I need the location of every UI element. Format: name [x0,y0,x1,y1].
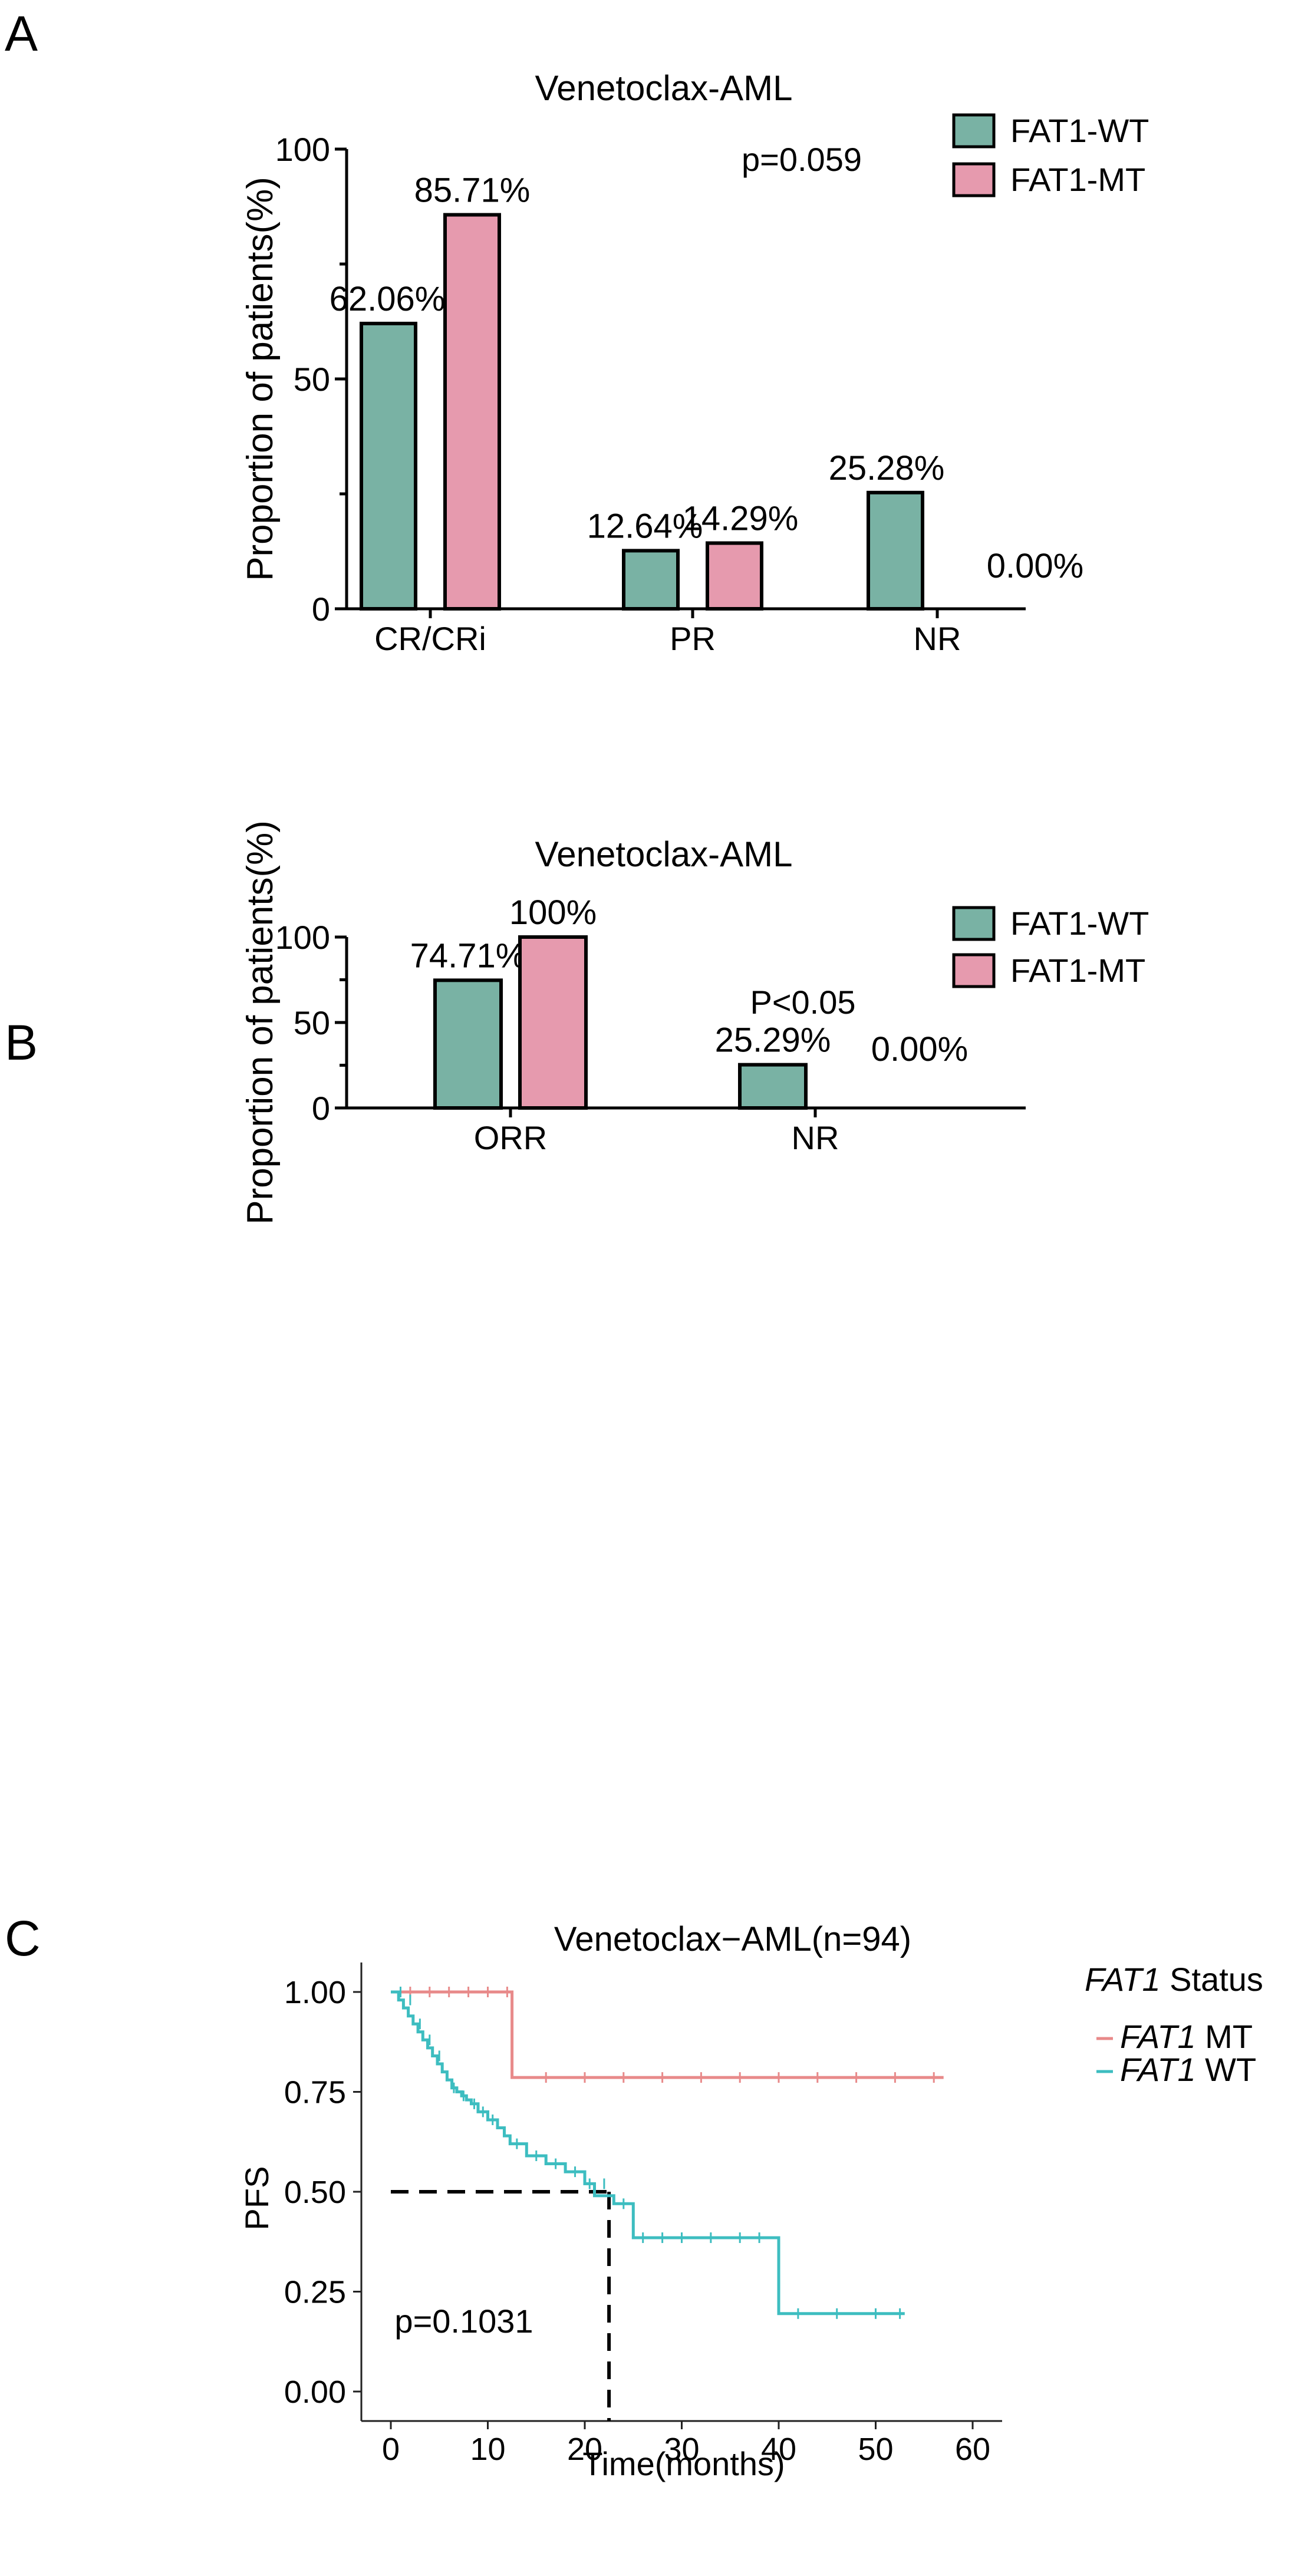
bar-fat1-wt [622,549,680,611]
x-tick-label: 10 [470,2432,505,2467]
y-tick-label: 0.75 [284,2075,346,2110]
x-tick-label: 60 [955,2432,990,2467]
chart-title: Venetoclax-AML [535,835,793,874]
legend-label: FAT1-MT [1010,952,1145,989]
survival-curve-fat1-mt [391,1990,944,2079]
data-label: 14.29% [683,500,799,538]
y-tick-label: 0.00 [284,2374,346,2410]
x-tick-label: 0 [382,2432,400,2467]
bar-fat1-wt [433,978,503,1110]
data-label: 0.00% [987,547,1083,585]
x-axis-label: Time(months) [582,2445,785,2482]
bar-fat1-mt [518,935,588,1110]
x-tick-label: CR/CRi [374,620,486,657]
y-tick-label: 100 [275,919,330,956]
data-label: 74.71% [410,936,526,975]
legend-swatch-fat1-mt [952,162,996,197]
y-tick-label: 0.50 [284,2175,346,2210]
legend-label-rest: MT [1196,2018,1253,2055]
y-tick-label: 1.00 [284,1975,346,2010]
legend-label: FAT1-WT [1010,905,1149,942]
survival-curve-fat1-wt [391,1990,905,2316]
x-tick-label: ORR [474,1119,547,1156]
panel-label-a: A [5,6,38,61]
data-label: 100% [509,893,597,932]
legend-label: FAT1-WT [1010,112,1149,149]
chart-title: Venetoclax-AML [535,68,793,108]
x-tick-label: 30 [664,2432,699,2467]
legend-title: FAT1 Status [1085,1961,1263,1998]
y-tick-label: 100 [275,131,330,168]
x-tick-label: NR [792,1119,839,1156]
legend-label: FAT1-MT [1010,161,1145,198]
p-value-annotation: P<0.05 [750,984,855,1021]
legend-label-italic: FAT1 [1120,2051,1196,2088]
bar-fat1-wt [738,1063,808,1110]
x-tick-label: PR [670,620,716,657]
panel-label-b: B [5,1015,38,1070]
data-label: 85.71% [414,171,531,209]
y-tick-label: 0.25 [284,2275,346,2310]
legend-swatch-fat1-wt [952,906,996,941]
data-label: 25.28% [829,449,945,487]
panel-label-c: C [5,1911,41,1966]
bar-fat1-mt [443,213,501,611]
y-tick-label: 0 [312,591,330,628]
bar-fat1-mt [706,541,763,611]
legend-swatch-fat1-mt [952,953,996,988]
p-value-annotation: p=0.1031 [394,2303,533,2340]
y-tick-label: 0 [312,1090,330,1127]
legend-swatch-fat1-wt [952,113,996,149]
legend-title-italic: FAT1 [1085,1961,1161,1998]
chart-title: Venetoclax−AML(n=94) [554,1920,911,1958]
y-axis-label: PFS [238,2166,275,2231]
y-axis-label: Proportion of patients(%) [240,820,281,1225]
p-value-annotation: p=0.059 [742,141,862,178]
x-tick-label: 40 [761,2432,796,2467]
y-tick-label: 50 [294,361,330,398]
panel-a-bar-chart: Venetoclax-AML 0 50 100 Proportion of patien… [240,68,1149,657]
data-label: 25.29% [715,1021,831,1060]
data-label: 0.00% [871,1030,968,1068]
bar-fat1-wt [867,490,924,611]
x-tick-label: NR [914,620,961,657]
y-axis-label: Proportion of patients(%) [240,177,281,581]
legend-label: FAT1 MT [1120,2018,1253,2055]
y-tick-label: 50 [294,1004,330,1041]
legend-label-rest: WT [1196,2051,1257,2088]
bar-fat1-wt [360,321,417,611]
data-label: 12.64% [587,507,703,545]
legend-label: FAT1 WT [1120,2051,1256,2088]
panel-c-survival-chart: Venetoclax−AML(n=94) 0.00 0.25 0.50 0.75 1.00… [238,1920,1263,2482]
data-label: 62.06% [330,280,446,318]
legend-title-rest: Status [1161,1961,1263,1998]
x-tick-label: 20 [567,2432,602,2467]
legend-label-italic: FAT1 [1120,2018,1196,2055]
x-tick-label: 50 [858,2432,893,2467]
